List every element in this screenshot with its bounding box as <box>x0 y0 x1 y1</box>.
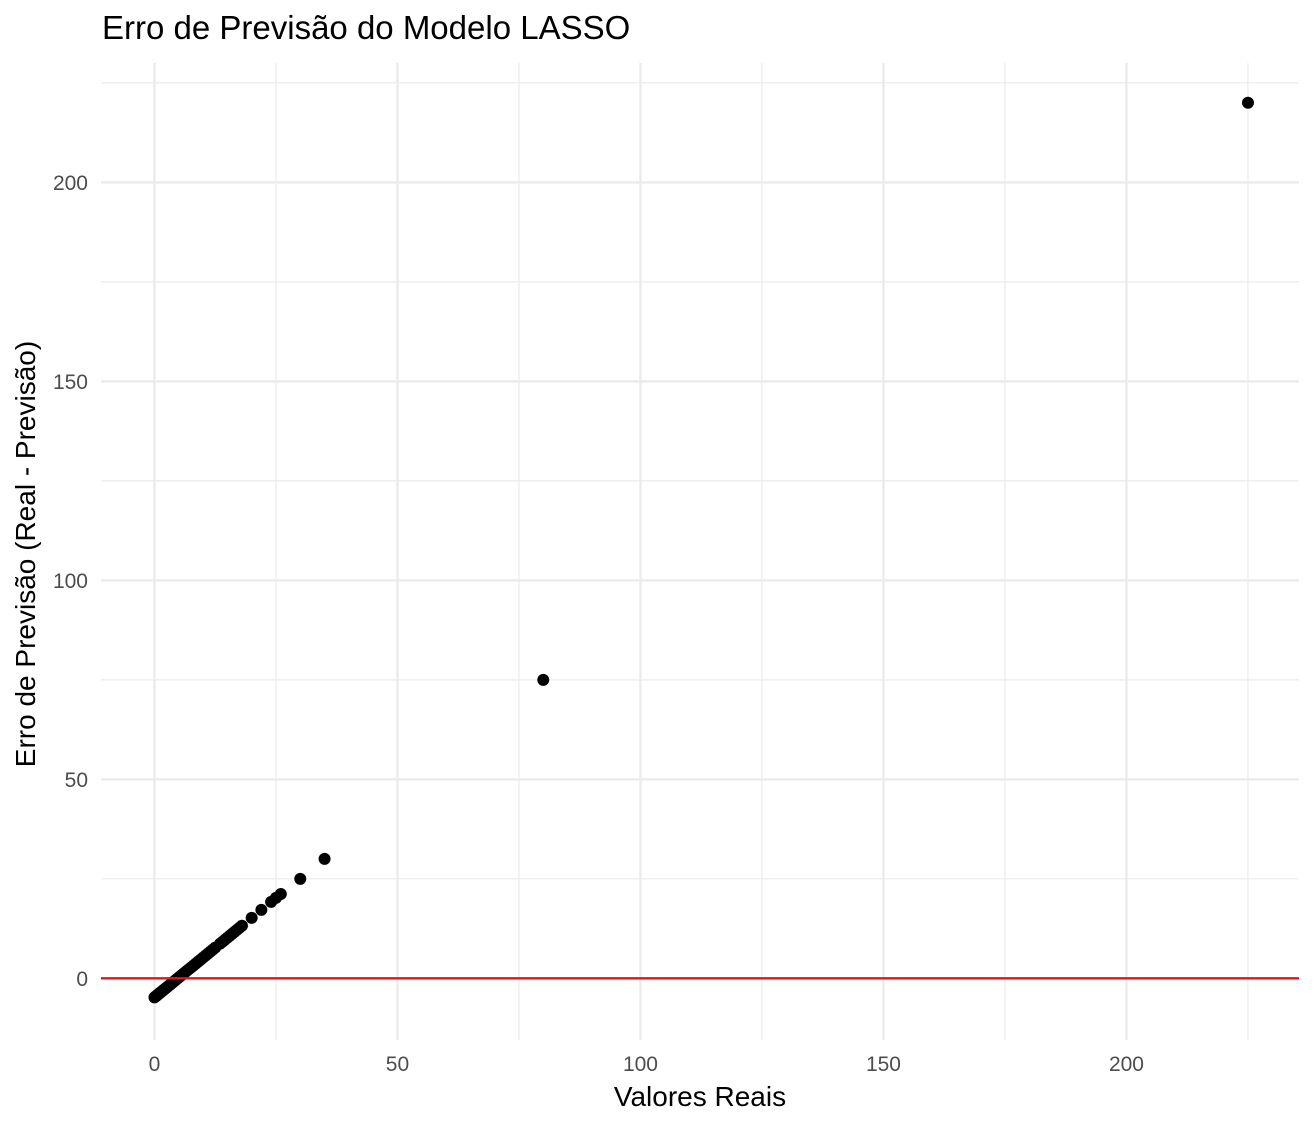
y-tick-label: 200 <box>53 172 88 195</box>
y-tick-label: 0 <box>76 968 88 991</box>
data-point <box>245 911 258 924</box>
major-gridlines <box>101 63 1299 1040</box>
y-tick-label: 100 <box>53 570 88 593</box>
data-point <box>318 852 331 865</box>
data-point <box>537 673 550 686</box>
x-tick-label: 200 <box>1109 1053 1144 1076</box>
y-axis-title: Erro de Previsão (Real - Previsão) <box>10 341 41 767</box>
data-points <box>148 96 1254 1004</box>
x-axis-ticks: 0 50 100 150 200 <box>149 1053 1144 1076</box>
chart-title: Erro de Previsão do Modelo LASSO <box>102 9 630 46</box>
data-point <box>1241 96 1254 109</box>
x-tick-label: 50 <box>386 1053 409 1076</box>
x-tick-label: 100 <box>623 1053 658 1076</box>
y-tick-label: 150 <box>53 371 88 394</box>
y-axis-ticks: 0 50 100 150 200 <box>53 172 88 991</box>
x-axis-title: Valores Reais <box>614 1081 786 1112</box>
data-point <box>255 903 268 916</box>
x-tick-label: 0 <box>149 1053 161 1076</box>
y-tick-label: 50 <box>65 769 88 792</box>
data-point <box>235 919 248 932</box>
x-tick-label: 150 <box>866 1053 901 1076</box>
data-point <box>294 872 307 885</box>
data-point <box>274 887 287 900</box>
